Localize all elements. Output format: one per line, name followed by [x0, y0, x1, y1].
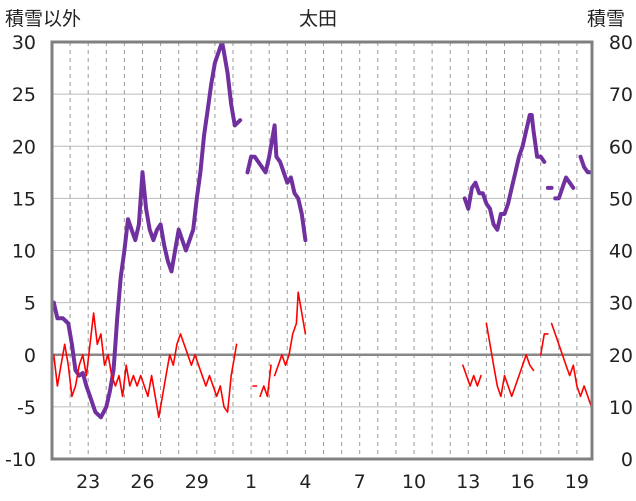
right-tick-label: 70 [609, 84, 633, 106]
other-line [485, 322, 535, 398]
right-tick-labels: 80 70 60 50 40 30 20 10 0 [609, 32, 633, 471]
right-tick-label: 60 [609, 136, 633, 158]
snow-depth-line [462, 113, 547, 232]
other-line [462, 364, 482, 387]
left-tick-label: 5 [24, 293, 36, 315]
snow-depth-line [52, 42, 243, 420]
x-tick-label: 29 [185, 471, 209, 493]
x-tick-label: 10 [402, 471, 426, 493]
right-tick-label: 80 [609, 32, 633, 54]
other-line [539, 333, 549, 356]
left-tick-label: 30 [12, 32, 36, 54]
right-tick-label: 20 [609, 345, 633, 367]
x-tick-labels: 23 26 29 1 4 7 10 13 16 19 [76, 471, 589, 493]
chart-title: 太田 [299, 8, 337, 30]
left-tick-labels: 30 25 20 15 10 5 0 -5 -10 [5, 32, 36, 471]
x-tick-label: 26 [130, 471, 154, 493]
snow-depth-line [553, 175, 576, 201]
right-tick-label: 30 [609, 293, 633, 315]
x-tick-label: 7 [354, 471, 366, 493]
right-tick-label: 0 [621, 449, 633, 471]
other-line [52, 312, 238, 419]
x-tick-label: 19 [565, 471, 589, 493]
x-tick-label: 4 [299, 471, 311, 493]
left-tick-label: -5 [17, 397, 36, 419]
left-tick-label: 15 [12, 188, 36, 210]
x-tick-label: 23 [76, 471, 100, 493]
left-tick-label: -10 [5, 449, 36, 471]
left-tick-label: 10 [12, 241, 36, 263]
x-tick-label: 16 [511, 471, 535, 493]
right-tick-label: 50 [609, 188, 633, 210]
left-tick-label: 25 [12, 84, 36, 106]
other-line [259, 364, 272, 398]
plot-frame [50, 40, 594, 461]
left-tick-label: 20 [12, 136, 36, 158]
x-tick-label: 1 [245, 471, 257, 493]
right-tick-label: 10 [609, 397, 633, 419]
other-line [550, 322, 592, 408]
snow-depth-line [245, 123, 308, 243]
right-tick-label: 40 [609, 241, 633, 263]
x-tick-label: 13 [456, 471, 480, 493]
other-line [273, 291, 307, 377]
left-tick-label: 0 [24, 345, 36, 367]
series-layer [52, 42, 592, 420]
right-axis-label: 積雪 [587, 8, 625, 30]
left-axis-label: 積雪以外 [5, 8, 81, 30]
